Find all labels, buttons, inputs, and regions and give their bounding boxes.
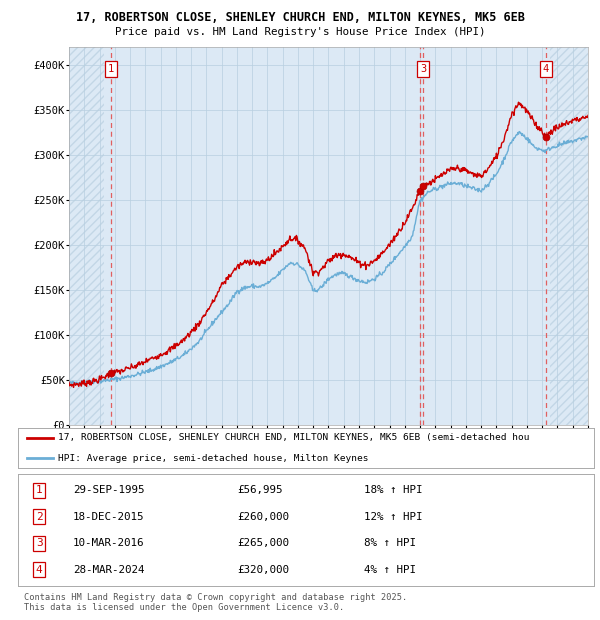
Text: 2: 2 <box>36 512 43 522</box>
Text: £56,995: £56,995 <box>237 485 283 495</box>
Text: 1: 1 <box>108 64 114 74</box>
Text: £265,000: £265,000 <box>237 538 289 548</box>
Text: 28-MAR-2024: 28-MAR-2024 <box>73 565 144 575</box>
Text: Price paid vs. HM Land Registry's House Price Index (HPI): Price paid vs. HM Land Registry's House … <box>115 27 485 37</box>
Text: 4: 4 <box>543 64 549 74</box>
Text: 12% ↑ HPI: 12% ↑ HPI <box>364 512 422 522</box>
Text: 3: 3 <box>36 538 43 548</box>
Text: HPI: Average price, semi-detached house, Milton Keynes: HPI: Average price, semi-detached house,… <box>58 453 369 463</box>
Text: 18-DEC-2015: 18-DEC-2015 <box>73 512 144 522</box>
Text: 4: 4 <box>36 565 43 575</box>
Text: 17, ROBERTSON CLOSE, SHENLEY CHURCH END, MILTON KEYNES, MK5 6EB: 17, ROBERTSON CLOSE, SHENLEY CHURCH END,… <box>76 12 524 24</box>
Text: 3: 3 <box>420 64 426 74</box>
Text: Contains HM Land Registry data © Crown copyright and database right 2025.
This d: Contains HM Land Registry data © Crown c… <box>24 593 407 613</box>
Text: 10-MAR-2016: 10-MAR-2016 <box>73 538 144 548</box>
Text: 17, ROBERTSON CLOSE, SHENLEY CHURCH END, MILTON KEYNES, MK5 6EB (semi-detached h: 17, ROBERTSON CLOSE, SHENLEY CHURCH END,… <box>58 433 530 443</box>
Text: 29-SEP-1995: 29-SEP-1995 <box>73 485 144 495</box>
Text: 8% ↑ HPI: 8% ↑ HPI <box>364 538 416 548</box>
Text: £320,000: £320,000 <box>237 565 289 575</box>
Text: 18% ↑ HPI: 18% ↑ HPI <box>364 485 422 495</box>
Text: 4% ↑ HPI: 4% ↑ HPI <box>364 565 416 575</box>
Text: 1: 1 <box>36 485 43 495</box>
Text: £260,000: £260,000 <box>237 512 289 522</box>
